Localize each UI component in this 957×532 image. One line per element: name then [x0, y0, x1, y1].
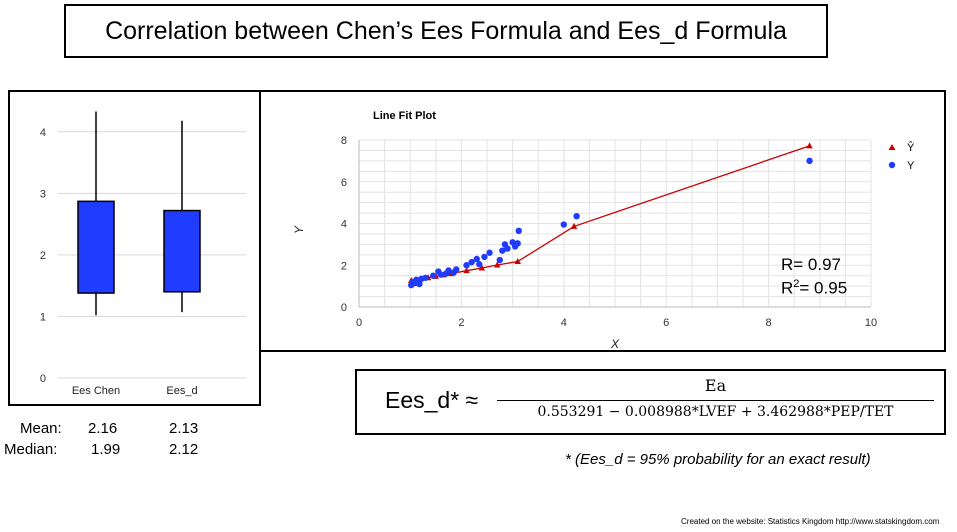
- box-y-tick-label: 4: [40, 127, 46, 139]
- actual-point-marker: [481, 253, 488, 261]
- fitted-point-marker: [806, 142, 813, 149]
- fit-x-axis-label: X: [610, 337, 620, 350]
- fit-x-tick-label: 10: [865, 317, 877, 329]
- r-value: R= 0.97: [781, 255, 842, 274]
- fitted-point-marker: [494, 261, 501, 268]
- formula-numerator: Ea: [704, 376, 727, 395]
- formula-lhs: Ees_d* ≈: [385, 387, 479, 413]
- actual-point-marker: [416, 280, 423, 288]
- legend-actual-marker: [888, 161, 896, 169]
- r-squared-superscript: 2: [793, 278, 800, 290]
- actual-point-marker: [473, 255, 480, 263]
- credit-text: Created on the website: Statistics Kingd…: [681, 517, 940, 526]
- fitted-point-marker: [570, 222, 578, 229]
- box-x-tick-label: Ees_d: [166, 385, 197, 397]
- median-chen-value: 1.99: [91, 441, 121, 458]
- formula-denominator: 0.553291 − 0.008988*LVEF + 3.462988*PEP/…: [537, 404, 894, 420]
- box-y-tick-label: 1: [40, 311, 46, 323]
- box-plot-panel: 0 1 2 3 4 Ees Chen Ees_d: [8, 90, 261, 406]
- line-fit-panel: Line Fit Plot 0 2 4 6 8 10 0 2 4 6 8 X Y Ŷ Y R= 0.97 R2…: [259, 90, 946, 352]
- fitted-point-marker: [478, 264, 486, 271]
- box-iqr: [163, 209, 201, 293]
- actual-point-marker: [560, 221, 567, 228]
- legend-actual-label: Y: [907, 160, 915, 172]
- fit-chart-title: Line Fit Plot: [373, 110, 436, 122]
- actual-point-marker: [453, 266, 460, 273]
- fitted-point-marker: [514, 257, 521, 264]
- r-squared-prefix: R: [781, 278, 794, 298]
- box-iqr: [77, 200, 115, 294]
- fit-x-tick-label: 6: [663, 317, 669, 329]
- actual-point-marker: [437, 271, 445, 278]
- fit-x-tick-label: 8: [766, 317, 772, 329]
- median-d-value: 2.12: [169, 441, 199, 458]
- actual-point-marker: [463, 262, 470, 269]
- fit-x-tick-label: 0: [356, 317, 362, 329]
- fit-y-tick-label: 0: [341, 302, 347, 314]
- actual-point-marker: [468, 258, 475, 266]
- box-y-tick-label: 3: [40, 188, 46, 200]
- fit-x-tick-label: 4: [561, 317, 567, 329]
- fit-y-tick-label: 6: [341, 177, 347, 189]
- r-squared-value: R2= 0.95: [781, 278, 847, 299]
- actual-point-marker: [499, 247, 506, 254]
- actual-point-marker: [515, 227, 522, 235]
- figure-title: Correlation between Chen’s Ees Formula a…: [64, 4, 828, 58]
- box-plot: 0 1 2 3 4 Ees Chen Ees_d: [40, 111, 246, 397]
- actual-point-marker: [573, 212, 580, 220]
- fit-x-tick-label: 2: [458, 317, 464, 329]
- legend-fitted-label: Ŷ: [907, 141, 915, 154]
- actual-point-marker: [806, 157, 813, 165]
- r-squared-suffix: = 0.95: [799, 278, 848, 298]
- actual-point-marker: [496, 256, 503, 264]
- fitted-point-marker: [463, 267, 470, 274]
- actual-point-marker: [422, 274, 429, 281]
- box-y-tick-label: 2: [40, 250, 46, 262]
- fit-y-tick-label: 4: [341, 219, 347, 231]
- fit-y-tick-label: 2: [341, 260, 347, 272]
- mean-d-value: 2.13: [169, 420, 199, 437]
- legend-fitted-marker: [888, 144, 896, 150]
- mean-label: Mean:: [20, 420, 62, 437]
- fit-y-axis-label: Y: [292, 225, 306, 234]
- actual-point-marker: [504, 245, 511, 252]
- formula-fraction-bar: [497, 400, 934, 401]
- box-y-tick-label: 0: [40, 373, 46, 385]
- fit-y-tick-label: 8: [341, 135, 347, 147]
- footnote: * (Ees_d = 95% probability for an exact …: [565, 451, 871, 468]
- actual-point-marker: [430, 272, 437, 279]
- actual-point-marker: [514, 240, 521, 247]
- actual-point-marker: [476, 261, 483, 268]
- actual-point-marker: [445, 267, 452, 274]
- median-label: Median:: [4, 441, 58, 458]
- mean-chen-value: 2.16: [88, 420, 118, 437]
- actual-point-marker: [486, 249, 493, 256]
- formula-box: Ees_d* ≈ Ea 0.553291 − 0.008988*LVEF + 3…: [355, 369, 946, 435]
- box-x-tick-label: Ees Chen: [72, 385, 120, 397]
